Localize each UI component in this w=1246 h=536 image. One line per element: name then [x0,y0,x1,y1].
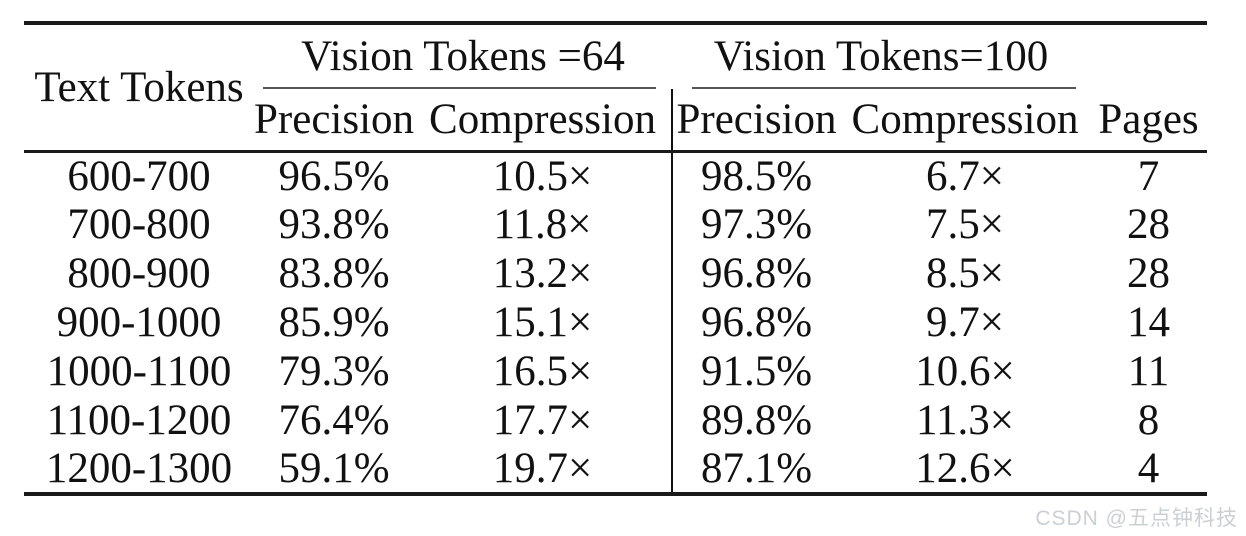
table-row: 1200-1300 59.1% 19.7× 87.1% 12.6× 4 [24,445,1207,494]
cell-vt64-compression: 16.5× [492,347,593,395]
cell-vt64-compression: 19.7× [492,445,593,492]
cell-pages: 8 [1137,396,1160,444]
table-row: 800-900 83.8% 13.2× 96.8% 8.5× 28 [24,249,1207,298]
sub-header-pages: Pages [1090,89,1207,153]
cell-text-tokens: 900-1000 [56,298,222,346]
csdn-watermark: CSDN @五点钟科技 [1035,507,1238,530]
cell-vt64-compression: 10.5× [492,152,593,200]
group-header-vision-tokens-64: Vision Tokens =64 [254,23,672,89]
cell-vt64-compression: 11.8× [493,200,592,248]
cell-vt100-precision: 87.1% [671,445,840,494]
sub-header-compression-64: Compression [414,89,672,153]
cell-vt100-precision: 89.8% [671,396,840,445]
cell-vt64-compression: 13.2× [492,249,593,297]
cell-vt64-precision: 79.3% [278,347,390,395]
cell-text-tokens: 600-700 [67,152,211,200]
cell-vt64-precision: 96.5% [278,152,390,200]
cell-vt100-compression: 6.7× [925,152,1004,200]
cell-pages: 28 [1127,200,1170,248]
group-header-vision-tokens-100: Vision Tokens=100 [672,23,1090,89]
cell-vt64-precision: 85.9% [278,298,390,346]
cell-pages: 7 [1137,152,1160,200]
sub-header-row: Precision Compression Precision Compress… [24,89,1207,153]
cell-vt64-precision: 83.8% [278,249,390,297]
cell-text-tokens: 1100-1200 [46,396,232,444]
cell-text-tokens: 1000-1100 [46,347,232,395]
cell-vt100-precision: 97.3% [671,200,840,249]
cell-vt64-precision: 76.4% [278,396,390,444]
cell-text-tokens: 700-800 [67,200,211,248]
cell-vt64-compression: 17.7× [492,396,593,444]
cell-vt100-precision: 91.5% [671,347,840,396]
cell-text-tokens: 1200-1300 [45,445,233,492]
table-row: 1000-1100 79.3% 16.5× 91.5% 10.6× 11 [24,347,1207,396]
sub-header-precision-100: Precision [671,89,840,153]
cell-text-tokens: 800-900 [67,249,211,297]
cell-vt100-compression: 9.7× [925,298,1004,346]
cell-vt64-precision: 93.8% [278,200,390,248]
cell-vt100-precision: 96.8% [671,249,840,298]
group-header-row: Text Tokens Vision Tokens =64 Vision Tok… [24,23,1207,153]
table-row: 600-700 96.5% 10.5× 98.5% 6.7× 7 [24,151,1207,200]
cell-vt64-precision: 59.1% [278,445,390,492]
table-body: 600-700 96.5% 10.5× 98.5% 6.7× 7 700-800… [24,151,1207,494]
sub-header-precision-64: Precision [254,89,414,153]
sub-header-compression-100: Compression [840,89,1090,153]
cell-pages: 11 [1127,347,1170,395]
results-table: Text Tokens Vision Tokens =64 Vision Tok… [24,21,1207,496]
cell-vt100-compression: 10.6× [915,347,1015,395]
cell-vt100-compression: 12.6× [915,445,1015,492]
table-row: 1100-1200 76.4% 17.7× 89.8% 11.3× 8 [24,396,1207,445]
cell-vt100-compression: 11.3× [916,396,1014,444]
table-header: Text Tokens Vision Tokens =64 Vision Tok… [24,23,1207,153]
cell-pages: 4 [1137,445,1160,492]
cell-vt100-compression: 8.5× [925,249,1004,297]
cell-vt100-precision: 96.8% [671,298,840,347]
cell-vt100-precision: 98.5% [671,151,840,200]
cell-pages: 28 [1127,249,1170,297]
cell-vt64-compression: 15.1× [492,298,593,346]
corner-header-text-tokens: Text Tokens [24,23,254,153]
cell-vt100-compression: 7.5× [925,200,1004,248]
cell-pages: 14 [1127,298,1170,346]
table-row: 700-800 93.8% 11.8× 97.3% 7.5× 28 [24,200,1207,249]
group-header-spacer [1090,23,1207,89]
table-row: 900-1000 85.9% 15.1× 96.8% 9.7× 14 [24,298,1207,347]
